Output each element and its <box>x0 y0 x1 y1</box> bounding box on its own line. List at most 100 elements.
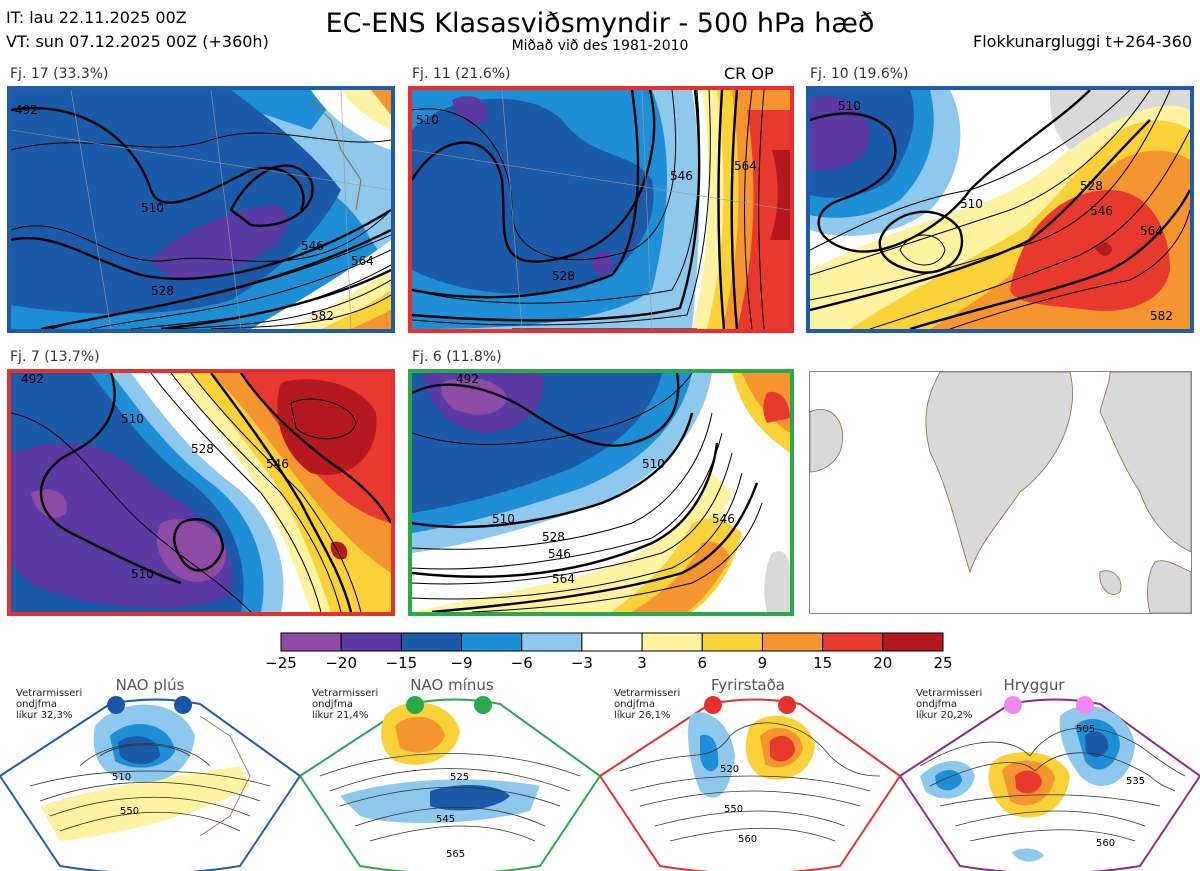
regime-dot <box>778 696 796 714</box>
contour-label: 546 <box>670 169 693 183</box>
cluster-map-4: 492 510 528 546 510 <box>7 369 395 616</box>
panel-2-extra: CR OP <box>724 64 774 83</box>
colorbar-segment <box>581 632 643 652</box>
colorbar-tick-label: −15 <box>385 654 418 672</box>
panel-label-3: Fj. 10 (19.6%) <box>810 66 909 82</box>
contour-label: 492 <box>456 373 479 386</box>
contour-label: 510 <box>416 113 439 127</box>
page-subtitle: Miðað við des 1981-2010 <box>511 38 689 54</box>
colorbar-tick-label: −3 <box>570 654 593 672</box>
contour-label: 564 <box>552 572 575 586</box>
colorbar-tick-label: −25 <box>265 654 297 672</box>
contour-label: 582 <box>1150 309 1173 323</box>
regime-title: NAO plús <box>115 676 185 694</box>
contour-label: 546 <box>712 512 735 526</box>
contour-label: 528 <box>542 530 565 544</box>
colorbar <box>280 632 944 656</box>
reference-map <box>809 371 1192 614</box>
colorbar-segment <box>521 632 583 652</box>
contour-label: 546 <box>1090 204 1113 218</box>
contour-label: 492 <box>15 103 38 117</box>
valid-time: VT: sun 07.12.2025 00Z (+360h) <box>6 32 269 51</box>
contour-label: 510 <box>112 772 131 783</box>
panel-label-2: Fj. 11 (21.6%) <box>412 66 511 82</box>
page-title: EC-ENS Klasasviðsmyndir - 500 hPa hæð <box>325 8 875 39</box>
regime-dot <box>174 696 192 714</box>
colorbar-tick-label: 6 <box>697 654 708 672</box>
panel-label-5: Fj. 6 (11.8%) <box>412 349 502 365</box>
contour-label: 560 <box>738 834 757 845</box>
colorbar-tick-label: 3 <box>637 654 647 672</box>
contour-label: 545 <box>436 814 455 825</box>
regime-title: Fyrirstaða <box>711 676 785 694</box>
contour-label: 565 <box>446 849 465 860</box>
contour-label: 550 <box>724 804 743 815</box>
colorbar-tick-label: 9 <box>757 654 768 672</box>
contour-label: 510 <box>492 512 515 526</box>
regime-info: Vetrarmisseri ondjfma líkur 20,2% <box>916 688 983 721</box>
init-time: IT: lau 22.11.2025 00Z <box>6 8 187 27</box>
contour-label: 525 <box>450 772 469 783</box>
contour-label: 582 <box>311 309 334 323</box>
header-info: IT: lau 22.11.2025 00Z VT: sun 07.12.202… <box>6 6 269 54</box>
regime-dot <box>107 696 125 714</box>
regime-title: Hryggur <box>1003 676 1065 694</box>
colorbar-segment <box>822 632 884 652</box>
contour-label: 528 <box>151 284 174 298</box>
colorbar-tick-label: 15 <box>813 654 833 672</box>
contour-label: 510 <box>642 457 665 471</box>
contour-label: 510 <box>131 567 154 581</box>
regime-blocking: Vetrarmisseri ondjfma líkur 26,1% Fyrirsta… <box>600 676 900 871</box>
contour-label: 546 <box>548 547 571 561</box>
contour-label: 510 <box>121 412 144 426</box>
colorbar-tick-label: −6 <box>510 654 533 672</box>
colorbar-tick-label: 20 <box>873 654 893 672</box>
contour-label: 535 <box>1126 776 1145 787</box>
contour-label: 564 <box>351 254 374 268</box>
contour-label: 528 <box>191 442 214 456</box>
contour-label: 510 <box>960 197 983 211</box>
contour-label: 528 <box>552 269 575 283</box>
cluster-map-5: 492 510 510 528 546 564 546 <box>408 369 794 616</box>
contour-label: 550 <box>120 806 139 817</box>
regime-info: Vetrarmisseri ondjfma líkur 32,3% <box>16 688 83 721</box>
contour-label: 546 <box>301 239 324 253</box>
colorbar-segment <box>761 632 824 652</box>
colorbar-segment <box>701 632 763 652</box>
colorbar-tick-label: −20 <box>325 654 357 672</box>
regime-dot <box>704 696 722 714</box>
regime-dot <box>474 696 492 714</box>
contour-label: 492 <box>21 373 44 386</box>
colorbar-segment <box>340 632 402 652</box>
regime-nao-minus: Vetrarmisseri ondjfma líkur 21,4% NAO mínu… <box>300 676 600 871</box>
regime-nao-plus: Vetrarmisseri ondjfma líkur 32,3% NAO plús… <box>0 676 300 871</box>
contour-label: 528 <box>1080 179 1103 193</box>
regime-dot <box>1004 696 1022 714</box>
colorbar-segment <box>882 632 944 652</box>
contour-label: 546 <box>266 457 289 471</box>
contour-label: 510 <box>838 99 861 113</box>
colorbar-segment <box>641 632 703 652</box>
cluster-map-2: 510 528 546 564 <box>408 86 794 333</box>
regime-info: Vetrarmisseri ondjfma líkur 21,4% <box>312 688 379 721</box>
colorbar-segment <box>461 632 523 652</box>
regime-info: Vetrarmisseri ondjfma líkur 26,1% <box>614 688 681 721</box>
colorbar-tick-label: 25 <box>933 654 953 672</box>
contour-label: 505 <box>1076 724 1095 735</box>
colorbar-segment <box>280 632 342 652</box>
classification-window: Flokkunargluggi t+264-360 <box>973 32 1192 51</box>
contour-label: 510 <box>141 201 164 215</box>
panel-label-4: Fj. 7 (13.7%) <box>10 349 100 365</box>
colorbar-tick-label: −9 <box>450 654 473 672</box>
regime-ridge: Vetrarmisseri ondjfma líkur 20,2% Hryggur … <box>900 676 1200 871</box>
cluster-map-1: 492 510 528 546 564 582 <box>7 86 395 333</box>
contour-label: 564 <box>1140 224 1163 238</box>
regime-dot <box>406 696 424 714</box>
cluster-map-3: 510 510 528 546 564 582 <box>806 86 1194 333</box>
regime-dot <box>1076 696 1094 714</box>
contour-label: 564 <box>734 159 757 173</box>
contour-label: 560 <box>1096 838 1115 849</box>
colorbar-segment <box>400 632 463 652</box>
contour-label: 520 <box>720 764 739 775</box>
regime-title: NAO mínus <box>410 676 494 694</box>
